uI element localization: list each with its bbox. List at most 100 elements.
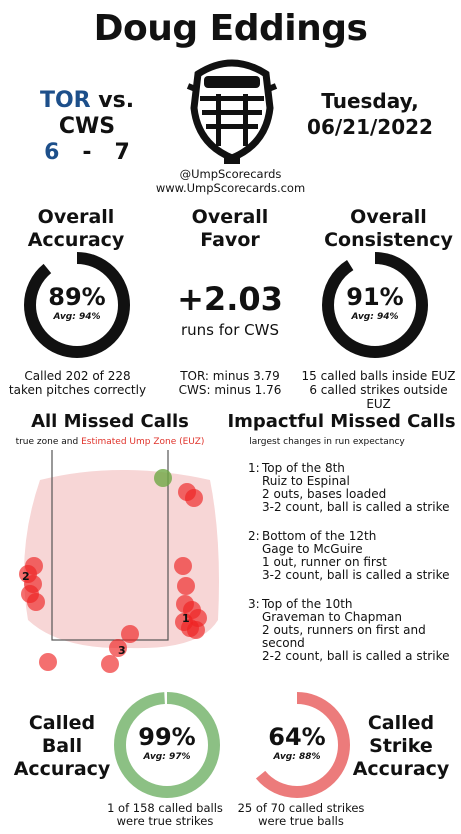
game-day: Tuesday, — [321, 89, 419, 113]
called-strike-title-line2: Strike — [369, 735, 433, 757]
source-credits: @UmpScorecards www.UmpScorecards.com — [0, 167, 461, 195]
twitter-handle: @UmpScorecards — [179, 167, 282, 181]
overall-favor-note-line2: CWS: minus 1.76 — [178, 383, 282, 397]
called-ball-avg: Avg: 97% — [143, 752, 191, 762]
called-ball-title-line3: Accuracy — [13, 758, 111, 780]
overall-consistency-title-line2: Consistency — [324, 229, 453, 251]
away-score: 6 — [44, 140, 60, 165]
called-ball-title-line2: Ball — [41, 735, 83, 757]
missed-calls-subtitle: true zone and Estimated Ump Zone (EUZ) — [0, 437, 220, 447]
overall-consistency-title-line1: Overall — [350, 206, 427, 228]
missed-calls-sub-prefix: true zone and — [15, 437, 79, 447]
impactful-call-1-line-1: Top of the 8th — [262, 461, 345, 475]
impactful-call-2-num: 2: — [248, 529, 260, 543]
called-ball-ring-svg — [114, 692, 220, 798]
overall-accuracy-note: Called 202 of 228 taken pitches correctl… — [0, 369, 155, 397]
impactful-call-1: 1: Top of the 8th Ruiz to Espinal 2 outs… — [248, 462, 460, 522]
overall-consistency-note-line1: 15 called balls inside EUZ — [301, 369, 456, 383]
vs-label: vs. — [98, 88, 135, 113]
overall-accuracy-ring: 89% Avg: 94% — [22, 250, 132, 360]
missed-call-label-3: 3 — [118, 644, 126, 657]
overall-favor-sub: runs for CWS — [181, 321, 279, 339]
missed-calls-title: All Missed Calls — [31, 411, 189, 432]
missed-call-label-1: 1 — [182, 612, 190, 625]
called-ball-ring: 99% Avg: 97% — [112, 690, 222, 800]
umpire-name: Doug Eddings — [93, 8, 368, 49]
overall-consistency-ring-svg — [322, 252, 428, 358]
overall-accuracy-title-line1: Overall — [37, 206, 115, 228]
game-date-value: 06/21/2022 — [307, 115, 433, 139]
called-ball-title-line1: Called — [28, 712, 96, 734]
website: www.UmpScorecards.com — [155, 181, 306, 195]
called-strike-ring: 64% Avg: 88% — [242, 690, 352, 800]
impactful-call-2-line-4: 3-2 count, ball is called a strike — [262, 568, 450, 582]
impactful-call-1-line-4: 3-2 count, ball is called a strike — [262, 500, 450, 514]
game-date: Tuesday, 06/21/2022 — [290, 88, 450, 140]
impactful-calls-title: Impactful Missed Calls — [227, 411, 456, 432]
called-strike-note-line1: 25 of 70 called strikes — [237, 801, 365, 815]
overall-accuracy-title-line2: Accuracy — [27, 229, 125, 251]
umpire-mask-icon — [178, 54, 286, 166]
missed-call-label-2: 2 — [22, 570, 30, 583]
impactful-call-1-line-3: 2 outs, bases loaded — [262, 487, 387, 501]
impactful-call-2: 2: Bottom of the 12th Gage to McGuire 1 … — [248, 530, 460, 590]
overall-favor-value: +2.03 — [177, 280, 283, 318]
called-strike-title-line1: Called — [367, 712, 435, 734]
overall-accuracy-ring-svg — [24, 252, 130, 358]
overall-consistency-value: 91% — [346, 283, 404, 311]
overall-consistency-note: 15 called balls inside EUZ 6 called stri… — [296, 369, 461, 411]
missed-call-dots — [19, 483, 207, 673]
impactful-call-2-line-3: 1 out, runner on first — [262, 555, 387, 569]
called-strike-note-line2: were true balls — [258, 814, 344, 828]
called-ball-note: 1 of 158 called balls were true strikes — [90, 802, 240, 828]
impactful-call-3-line-4: 2-2 count, ball is called a strike — [262, 649, 450, 663]
overall-favor-title-line2: Favor — [200, 229, 260, 251]
overall-favor-title-line1: Overall — [191, 206, 269, 228]
missed-calls-plot: 2 1 3 — [0, 437, 240, 690]
called-strike-note: 25 of 70 called strikes were true balls — [226, 802, 376, 828]
euz-area — [24, 470, 219, 649]
overall-accuracy-note-line1: Called 202 of 228 — [24, 369, 131, 383]
impactful-call-3: 3: Top of the 10th Graveman to Chapman 2… — [248, 597, 460, 663]
overall-consistency-note-line2: 6 called strikes outside EUZ — [309, 383, 448, 411]
away-team: TOR — [39, 88, 91, 113]
impactful-call-3-line-2: Graveman to Chapman — [262, 610, 402, 624]
overall-accuracy-note-line2: taken pitches correctly — [8, 383, 147, 397]
impactful-call-3-num: 3: — [248, 597, 260, 611]
called-ball-value: 99% — [138, 723, 196, 751]
overall-consistency-ring: 91% Avg: 94% — [320, 250, 430, 360]
called-ball-arc — [114, 692, 220, 798]
impactful-call-1-line-2: Ruiz to Espinal — [262, 474, 350, 488]
impactful-call-2-line-1: Bottom of the 12th — [262, 529, 377, 543]
overall-accuracy-avg: Avg: 94% — [53, 312, 101, 322]
matchup: TOR vs. CWS 6 - 7 — [12, 88, 162, 166]
overall-accuracy-title: Overall Accuracy — [6, 206, 146, 252]
overall-consistency-title: Overall Consistency — [316, 206, 461, 252]
overall-favor-title: Overall Favor — [160, 206, 300, 252]
called-strike-ring-svg — [244, 692, 350, 798]
overall-accuracy-arc — [24, 252, 130, 358]
overall-consistency-avg: Avg: 94% — [351, 312, 399, 322]
home-score: 7 — [114, 140, 130, 165]
called-strike-title: Called Strike Accuracy — [345, 712, 457, 781]
home-team: CWS — [58, 114, 116, 139]
overall-consistency-arc — [322, 252, 428, 358]
called-ball-note-line1: 1 of 158 called balls — [107, 801, 223, 815]
called-strike-title-line3: Accuracy — [352, 758, 450, 780]
overall-favor-note: TOR: minus 3.79 CWS: minus 1.76 — [160, 369, 300, 397]
overall-favor-note-line1: TOR: minus 3.79 — [180, 369, 280, 383]
impactful-call-3-line-3: 2 outs, runners on first and second — [262, 623, 426, 650]
called-strike-arc — [244, 692, 350, 798]
impactful-call-3-line-1: Top of the 10th — [262, 597, 353, 611]
score-dash: - — [82, 140, 92, 165]
impactful-calls-subtitle: largest changes in run expectancy — [249, 437, 405, 447]
called-ball-note-line2: were true strikes — [116, 814, 214, 828]
called-strike-avg: Avg: 88% — [273, 752, 321, 762]
missed-call-green-dot — [154, 469, 172, 487]
overall-accuracy-value: 89% — [48, 283, 106, 311]
called-strike-value: 64% — [268, 723, 326, 751]
impactful-call-1-num: 1: — [248, 461, 260, 475]
missed-calls-sub-euz: Estimated Ump Zone (EUZ) — [81, 437, 205, 447]
called-ball-title: Called Ball Accuracy — [6, 712, 118, 781]
impactful-call-2-line-2: Gage to McGuire — [262, 542, 363, 556]
